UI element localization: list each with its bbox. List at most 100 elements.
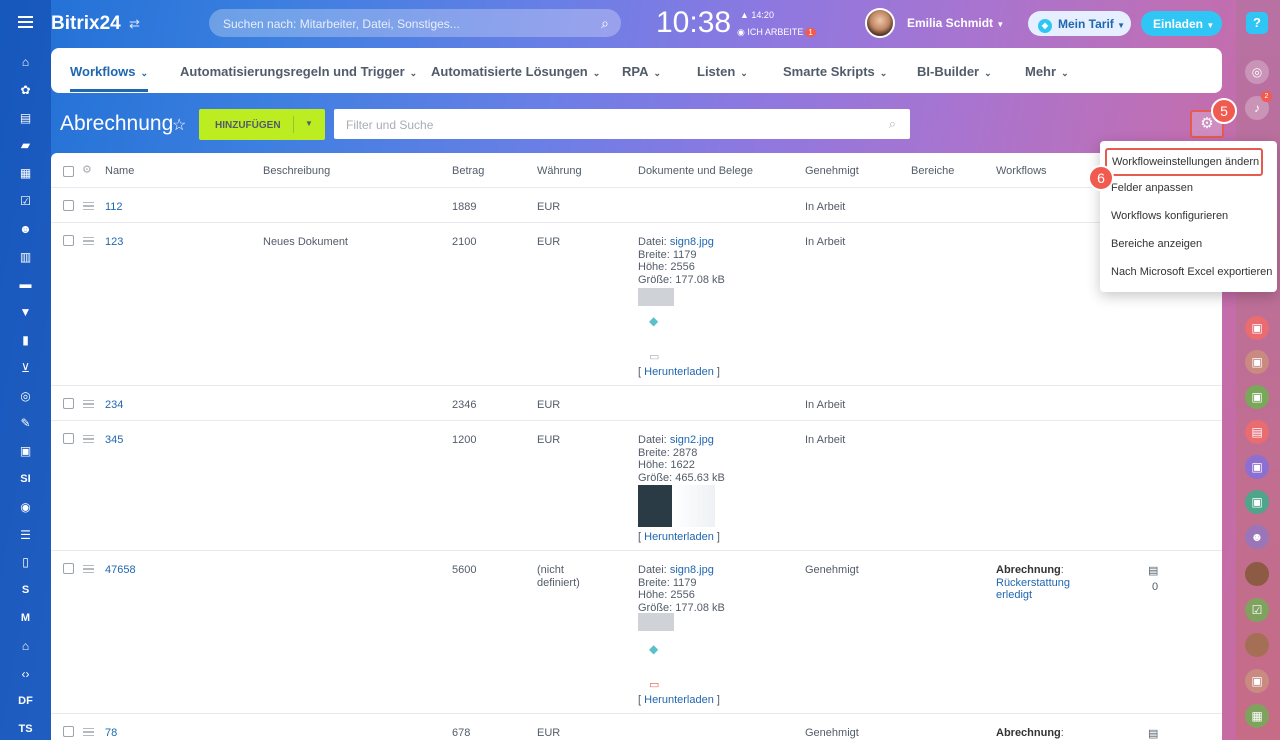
- lock-icon[interactable]: ▣: [1245, 490, 1269, 514]
- lock-icon[interactable]: ▣: [1245, 316, 1269, 340]
- download-label[interactable]: Herunterladen: [644, 531, 714, 543]
- drag-handle-icon[interactable]: [83, 400, 94, 408]
- col-documents[interactable]: Dokumente und Belege: [638, 165, 753, 177]
- edit-icon[interactable]: ✎: [20, 416, 31, 431]
- comment-icon[interactable]: ▤: [1148, 565, 1159, 577]
- tab-smart-scripts[interactable]: Smarte Skripts ⌄: [783, 64, 887, 79]
- code-icon[interactable]: ‹›: [21, 666, 30, 681]
- drag-handle-icon[interactable]: [83, 435, 94, 443]
- col-areas[interactable]: Bereiche: [911, 165, 955, 177]
- col-workflows[interactable]: Workflows: [996, 165, 1047, 177]
- col-approved[interactable]: Genehmigt: [805, 165, 859, 177]
- logo[interactable]: Bitrix24: [51, 13, 121, 34]
- team-icon[interactable]: ☻: [19, 221, 32, 236]
- file-link[interactable]: sign8.jpg: [669, 236, 714, 248]
- row-checkbox[interactable]: [63, 433, 74, 444]
- filter-input[interactable]: Filter und Suche ⌕: [334, 109, 910, 139]
- file-link[interactable]: sign8.jpg: [669, 564, 714, 576]
- calendar-icon[interactable]: ▦: [19, 166, 32, 181]
- nav-item-df[interactable]: DF: [18, 695, 33, 708]
- table-row[interactable]: 234 2346 EUR In Arbeit: [51, 386, 1222, 421]
- filter-icon[interactable]: ▼: [19, 305, 32, 320]
- calendar-icon[interactable]: ▦: [1245, 704, 1269, 728]
- menu-item-configure-workflows[interactable]: Workflows konfigurieren: [1111, 210, 1229, 222]
- menu-item-show-areas[interactable]: Bereiche anzeigen: [1111, 238, 1203, 250]
- checklist-icon[interactable]: ☑: [20, 194, 31, 208]
- work-status[interactable]: ◉ ICH ARBEITE 1: [737, 27, 816, 38]
- user-menu[interactable]: Emilia Schmidt ▼: [907, 16, 1004, 30]
- search-input[interactable]: Suchen nach: Mitarbeiter, Datei, Sonstig…: [209, 9, 621, 37]
- col-description[interactable]: Beschreibung: [263, 165, 331, 177]
- drag-handle-icon[interactable]: [83, 237, 94, 245]
- download-label[interactable]: Herunterladen: [644, 366, 714, 378]
- list-icon[interactable]: ☰: [20, 527, 31, 542]
- table-row[interactable]: 47658 5600 (nicht definiert) Datei: sign8…: [51, 551, 1222, 714]
- star-icon[interactable]: ☆: [172, 117, 187, 134]
- download-link[interactable]: [ Herunterladen ]: [638, 366, 720, 378]
- tab-rpa[interactable]: RPA ⌄: [622, 64, 661, 79]
- col-amount[interactable]: Betrag: [452, 165, 485, 177]
- row-name-link[interactable]: 47658: [105, 564, 136, 576]
- table-row[interactable]: 78 678 EUR Genehmigt Abrechnung: ▤: [51, 714, 1222, 740]
- row-checkbox[interactable]: [63, 235, 74, 246]
- search-circle-icon[interactable]: ◎: [1245, 60, 1269, 84]
- nav-item-si[interactable]: SI: [20, 473, 31, 485]
- help-button[interactable]: ?: [1246, 12, 1268, 34]
- row-checkbox[interactable]: [63, 726, 74, 737]
- tab-automation-rules[interactable]: Automatisierungsregeln und Trigger ⌄: [180, 64, 417, 79]
- lock-icon[interactable]: ▣: [1245, 455, 1269, 479]
- cart-icon[interactable]: ⊻: [21, 360, 30, 375]
- contact-avatar[interactable]: [1245, 633, 1269, 657]
- drag-handle-icon[interactable]: [83, 202, 94, 210]
- file-link[interactable]: sign2.jpg: [669, 434, 714, 446]
- robot-icon[interactable]: ◉: [20, 499, 31, 514]
- gear-icon[interactable]: ⚙: [82, 164, 92, 176]
- clock[interactable]: 10:38: [656, 6, 732, 39]
- nav-item-s[interactable]: S: [21, 584, 30, 597]
- lock-icon[interactable]: ▣: [1245, 385, 1269, 409]
- menu-item-workflow-settings[interactable]: Workfloweinstellungen ändern: [1105, 148, 1263, 176]
- docs-icon[interactable]: ▥: [19, 249, 32, 264]
- drag-handle-icon[interactable]: [83, 728, 94, 736]
- phone-icon[interactable]: ▯: [22, 555, 29, 570]
- chat-icon[interactable]: ▰: [20, 138, 31, 153]
- download-label[interactable]: Herunterladen: [644, 694, 714, 706]
- row-checkbox[interactable]: [63, 398, 74, 409]
- tab-lists[interactable]: Listen ⌄: [697, 64, 748, 79]
- row-name-link[interactable]: 234: [105, 399, 124, 411]
- tasks-icon[interactable]: ▤: [19, 110, 32, 125]
- card-icon[interactable]: ▤: [1245, 420, 1269, 444]
- tab-bi-builder[interactable]: BI-Builder ⌄: [917, 64, 992, 79]
- row-name-link[interactable]: 123: [105, 236, 124, 248]
- add-button[interactable]: HINZUFÜGEN ▼: [199, 109, 325, 140]
- download-link[interactable]: [ Herunterladen ]: [638, 694, 720, 706]
- tarif-button[interactable]: ◆ Mein Tarif ▼: [1028, 11, 1131, 36]
- avatar[interactable]: [865, 8, 895, 38]
- download-link[interactable]: [ Herunterladen ]: [638, 531, 720, 543]
- invite-button[interactable]: Einladen ▼: [1141, 11, 1222, 36]
- lock-icon[interactable]: ▣: [1245, 669, 1269, 693]
- row-checkbox[interactable]: [63, 563, 74, 574]
- col-currency[interactable]: Währung: [537, 165, 582, 177]
- image-thumbnail[interactable]: [638, 485, 715, 527]
- col-name[interactable]: Name: [105, 165, 135, 177]
- tab-automated-solutions[interactable]: Automatisierte Lösungen ⌄: [431, 64, 600, 79]
- chevron-down-icon[interactable]: ▼: [305, 119, 313, 128]
- target-icon[interactable]: ◎: [20, 388, 31, 403]
- nav-item-m[interactable]: M: [20, 612, 31, 624]
- row-checkbox[interactable]: [63, 200, 74, 211]
- row-name-link[interactable]: 112: [105, 201, 123, 213]
- menu-icon[interactable]: [18, 16, 33, 28]
- tab-workflows[interactable]: Workflows ⌄: [70, 64, 149, 92]
- gear-icon[interactable]: ⚙: [1190, 110, 1224, 138]
- home-icon[interactable]: ⌂: [21, 55, 30, 69]
- contact-icon[interactable]: ▣: [19, 444, 32, 459]
- tab-more[interactable]: Mehr ⌄: [1025, 64, 1069, 79]
- contact-avatar[interactable]: [1245, 562, 1269, 586]
- feed-icon[interactable]: ✿: [20, 82, 31, 97]
- table-row[interactable]: 112 1889 EUR In Arbeit: [51, 188, 1222, 223]
- workflow-link[interactable]: erledigt: [996, 589, 1033, 601]
- workflow-link[interactable]: Rückerstattung: [996, 576, 1070, 589]
- drag-handle-icon[interactable]: [83, 565, 94, 573]
- drive-icon[interactable]: ▬: [19, 277, 32, 292]
